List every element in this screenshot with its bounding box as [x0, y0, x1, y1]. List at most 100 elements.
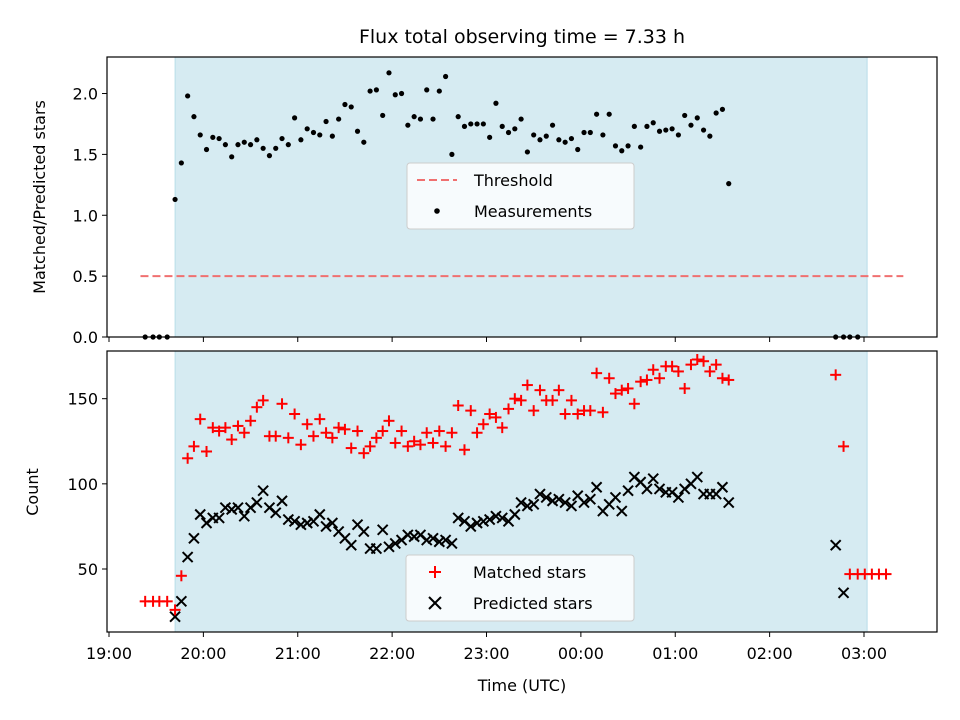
- measurement-point: [367, 88, 373, 94]
- measurement-point: [487, 134, 493, 140]
- measurement-point: [480, 121, 486, 127]
- ratio-panel: 0.00.51.01.52.0 Matched/Predicted stars …: [30, 56, 938, 347]
- matched-star-point: [490, 411, 502, 423]
- matched-star-point: [352, 425, 364, 437]
- matched-star-point: [440, 440, 452, 452]
- legend-matched-label: Matched stars: [473, 563, 586, 582]
- measurement-point: [323, 118, 329, 125]
- x-tick-label: 03:00: [841, 644, 887, 663]
- measurement-point: [317, 132, 323, 138]
- predicted-star-point: [540, 491, 552, 504]
- matched-star-point: [716, 372, 728, 384]
- predicted-star-point: [452, 512, 464, 524]
- matched-star-point: [257, 394, 269, 406]
- measurement-point: [279, 135, 285, 142]
- predicted-star-point: [257, 484, 269, 497]
- predicted-star-point: [723, 496, 735, 509]
- measurement-point: [292, 115, 298, 121]
- matched-star-point: [276, 398, 288, 410]
- measurement-point: [531, 132, 537, 138]
- measurement-point: [568, 135, 575, 142]
- matched-star-point: [364, 440, 376, 452]
- measurement-point: [285, 142, 291, 148]
- predicted-star-point: [194, 508, 206, 521]
- predicted-star-point: [527, 498, 540, 510]
- matched-star-point: [245, 415, 257, 427]
- measurement-point: [694, 115, 700, 121]
- measurement-point: [373, 87, 379, 93]
- measurement-point: [625, 143, 631, 149]
- ratio-legend: Threshold Measurements: [406, 162, 635, 230]
- measurement-point: [587, 129, 593, 136]
- measurement-point: [443, 73, 449, 80]
- predicted-star-point: [515, 496, 527, 509]
- predicted-star-point: [509, 508, 521, 521]
- matched-star-point: [553, 384, 565, 396]
- measurement-point: [688, 122, 694, 128]
- measurement-point: [235, 142, 241, 148]
- measurement-point: [512, 126, 518, 132]
- measurement-point: [594, 111, 600, 117]
- count-legend: Matched stars Predicted stars: [405, 554, 635, 622]
- predicted-star-point: [465, 520, 477, 533]
- predicted-star-point: [251, 496, 263, 509]
- predicted-star-point: [609, 491, 622, 504]
- predicted-star-point: [496, 512, 508, 524]
- measurement-point: [638, 144, 644, 150]
- matched-star-point: [446, 427, 458, 439]
- matched-star-point: [396, 425, 408, 437]
- predicted-star-point: [837, 587, 850, 599]
- measurement-point: [185, 93, 191, 99]
- legend-matched-swatch: [429, 566, 441, 578]
- predicted-star-point: [169, 610, 181, 623]
- matched-star-point: [358, 447, 370, 459]
- matched-star-point: [679, 382, 691, 394]
- measurement-point: [417, 116, 424, 122]
- matched-star-point: [238, 427, 250, 439]
- measurement-point: [537, 137, 543, 143]
- measurement-point: [342, 101, 348, 108]
- matched-star-point: [270, 430, 282, 442]
- matched-star-point: [521, 379, 533, 391]
- matched-star-point: [838, 440, 850, 452]
- matched-star-point: [175, 570, 187, 582]
- matched-star-point: [616, 384, 628, 396]
- matched-star-point: [572, 408, 584, 420]
- measurement-point: [436, 88, 442, 94]
- measurement-point: [543, 133, 549, 139]
- predicted-star-point: [616, 505, 628, 517]
- measurement-point: [581, 129, 587, 136]
- measurement-point: [197, 132, 203, 138]
- matched-star-point: [666, 360, 678, 372]
- predicted-star-point: [276, 495, 288, 507]
- measurement-point: [600, 132, 606, 138]
- matched-star-point: [314, 413, 326, 425]
- matched-star-point: [201, 445, 213, 457]
- matched-star-point: [251, 401, 263, 413]
- matched-star-point: [408, 435, 420, 447]
- matched-star-point: [691, 354, 703, 366]
- measurement-point: [669, 126, 675, 132]
- matched-star-point: [641, 374, 653, 386]
- measurement-point: [556, 137, 562, 143]
- matched-star-point: [672, 365, 684, 377]
- measurement-point: [455, 114, 461, 120]
- matched-star-point: [194, 413, 206, 425]
- measurement-point: [210, 134, 216, 140]
- predicted-star-point: [565, 500, 578, 512]
- measurement-point: [493, 100, 499, 106]
- measurement-point: [430, 116, 436, 122]
- predicted-star-point: [483, 513, 496, 526]
- matched-star-point: [169, 604, 181, 616]
- measurement-point: [562, 139, 568, 145]
- matched-star-point: [515, 394, 527, 406]
- x-tick-label: 20:00: [180, 644, 226, 663]
- measurement-point: [329, 133, 335, 139]
- matched-star-point: [232, 420, 244, 432]
- measurement-point: [172, 196, 178, 203]
- measurement-point: [298, 137, 304, 143]
- measurement-point: [644, 123, 650, 129]
- measurement-point: [266, 153, 273, 159]
- count-y-axis-label: Count: [23, 468, 42, 516]
- predicted-star-point: [534, 488, 546, 500]
